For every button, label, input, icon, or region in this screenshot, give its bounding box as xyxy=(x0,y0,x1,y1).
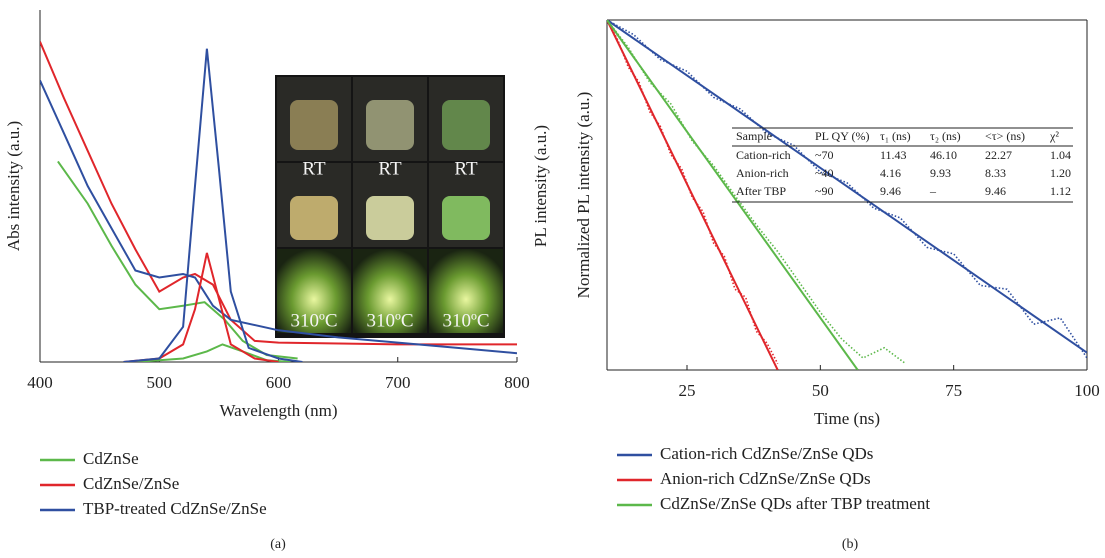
table-cell: 9.46 xyxy=(880,184,901,198)
series-line xyxy=(607,20,859,370)
plot-area xyxy=(40,41,517,362)
vial xyxy=(290,100,338,150)
x-tick-label: 800 xyxy=(504,373,530,392)
y-axis-label: Normalized PL intensity (a.u.) xyxy=(574,92,593,299)
x-tick-label: 75 xyxy=(945,381,962,400)
x-tick-label: 50 xyxy=(812,381,829,400)
x-tick-label: 700 xyxy=(385,373,411,392)
table-cell: 9.46 xyxy=(985,184,1006,198)
x-axis-label: Time (ns) xyxy=(814,409,880,428)
caption: (b) xyxy=(842,537,859,552)
inset-label: 310ºC xyxy=(290,310,337,331)
table-cell: 22.27 xyxy=(985,148,1012,162)
x-tick-label: 600 xyxy=(266,373,292,392)
table-cell: 1.04 xyxy=(1050,148,1071,162)
table-header: Sample xyxy=(736,129,772,143)
table-header: <τ> (ns) xyxy=(985,129,1025,143)
series-line xyxy=(57,160,298,360)
photo-tile xyxy=(353,249,427,333)
inset-label: RT xyxy=(378,158,402,179)
series-line xyxy=(123,48,303,362)
series-line xyxy=(123,252,279,362)
table-cell: 46.10 xyxy=(930,148,957,162)
plot-area xyxy=(607,20,1087,370)
inset-label: RT xyxy=(302,158,326,179)
table-cell: Anion-rich xyxy=(736,166,789,180)
x-tick-label: 400 xyxy=(27,373,53,392)
table-cell: – xyxy=(929,184,937,198)
y-axis-label: Abs intensity (a.u.) xyxy=(4,121,23,251)
series-line xyxy=(607,20,779,370)
series-line xyxy=(607,20,1087,359)
y2-axis-label: PL intensity (a.u.) xyxy=(531,125,550,247)
table-header: τ₁ (ns) xyxy=(880,129,911,143)
x-axis-label: Wavelength (nm) xyxy=(219,401,337,420)
legend-label: TBP-treated CdZnSe/ZnSe xyxy=(83,499,267,518)
inset-label: 310ºC xyxy=(442,310,489,331)
table-cell: ~90 xyxy=(815,184,834,198)
vial xyxy=(442,100,490,150)
table-cell: After TBP xyxy=(736,184,786,198)
vial xyxy=(442,196,490,240)
caption: (a) xyxy=(270,537,286,552)
table-cell: 1.20 xyxy=(1050,166,1071,180)
inset-label: 310ºC xyxy=(366,310,413,331)
legend-label: Cation-rich CdZnSe/ZnSe QDs xyxy=(660,444,873,463)
table-header: χ² xyxy=(1049,129,1059,143)
vial xyxy=(366,196,414,240)
x-tick-label: 100 xyxy=(1074,381,1100,400)
legend-label: Anion-rich CdZnSe/ZnSe QDs xyxy=(660,469,871,488)
photo-tile xyxy=(429,249,503,333)
x-tick-label: 25 xyxy=(679,381,696,400)
series-line xyxy=(607,20,1087,354)
table-cell: 11.43 xyxy=(880,148,907,162)
series-line xyxy=(40,79,517,355)
legend-label: CdZnSe xyxy=(83,449,139,468)
table-cell: Cation-rich xyxy=(736,148,791,162)
photo-tile xyxy=(277,249,351,333)
table-header: PL QY (%) xyxy=(815,129,869,143)
x-tick-label: 500 xyxy=(147,373,173,392)
table-cell: 9.93 xyxy=(930,166,951,180)
table-cell: 4.16 xyxy=(880,166,901,180)
legend-label: CdZnSe/ZnSe QDs after TBP treatment xyxy=(660,494,930,513)
vial xyxy=(290,196,338,240)
legend-label: CdZnSe/ZnSe xyxy=(83,474,179,493)
table-cell: ~40 xyxy=(815,166,834,180)
table-header: τ₂ (ns) xyxy=(930,129,961,143)
table-cell: 8.33 xyxy=(985,166,1006,180)
table-cell: 1.12 xyxy=(1050,184,1071,198)
table-cell: ~70 xyxy=(815,148,834,162)
inset-label: RT xyxy=(454,158,478,179)
vial xyxy=(366,100,414,150)
